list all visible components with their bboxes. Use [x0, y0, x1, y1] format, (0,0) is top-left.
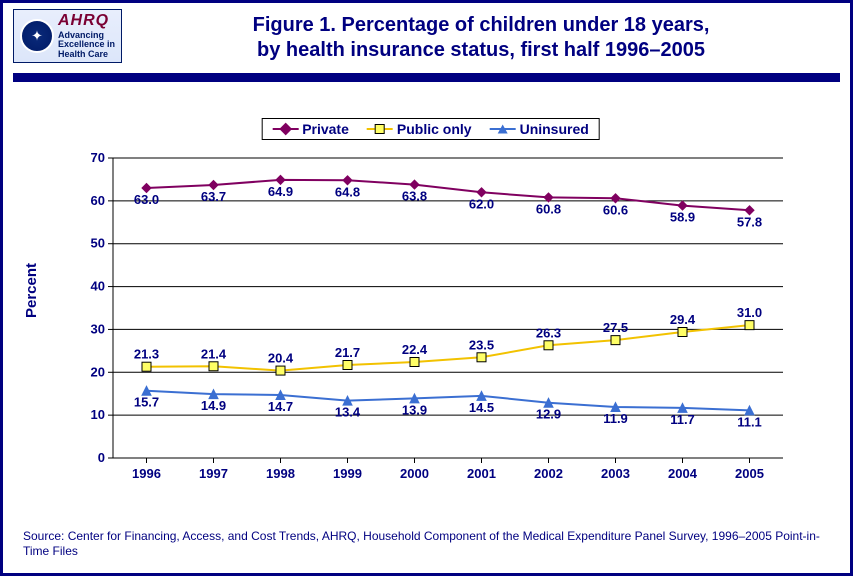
logo-text: AHRQ Advancing Excellence in Health Care — [58, 13, 115, 59]
svg-text:20: 20 — [91, 364, 105, 379]
svg-text:11.9: 11.9 — [603, 411, 628, 426]
svg-text:13.4: 13.4 — [335, 405, 361, 420]
legend-item-public: Public only — [367, 121, 472, 137]
svg-text:63.8: 63.8 — [402, 189, 427, 204]
svg-text:1996: 1996 — [132, 466, 161, 481]
svg-text:15.7: 15.7 — [134, 395, 159, 410]
svg-text:2003: 2003 — [601, 466, 630, 481]
svg-text:14.9: 14.9 — [201, 398, 226, 413]
y-axis-label: Percent — [23, 263, 40, 318]
svg-text:20.4: 20.4 — [268, 351, 294, 366]
svg-text:60.6: 60.6 — [603, 202, 628, 217]
diamond-icon — [272, 128, 298, 130]
svg-text:64.9: 64.9 — [268, 184, 293, 199]
hhs-seal-icon — [20, 19, 54, 53]
svg-text:63.7: 63.7 — [201, 189, 226, 204]
logo-tagline: Advancing Excellence in Health Care — [58, 31, 115, 59]
triangle-icon — [490, 128, 516, 130]
svg-text:27.5: 27.5 — [603, 320, 628, 335]
source-note: Source: Center for Financing, Access, an… — [23, 529, 830, 559]
svg-text:2004: 2004 — [668, 466, 698, 481]
square-icon — [367, 128, 393, 130]
svg-text:14.7: 14.7 — [268, 399, 293, 414]
svg-text:63.0: 63.0 — [134, 192, 159, 207]
svg-text:40: 40 — [91, 279, 105, 294]
svg-text:64.8: 64.8 — [335, 184, 360, 199]
svg-text:50: 50 — [91, 236, 105, 251]
svg-text:11.7: 11.7 — [670, 412, 695, 427]
svg-text:14.5: 14.5 — [469, 400, 494, 415]
svg-text:2002: 2002 — [534, 466, 563, 481]
svg-text:21.4: 21.4 — [201, 346, 227, 361]
figure-frame: AHRQ Advancing Excellence in Health Care… — [0, 0, 853, 576]
agency-logo: AHRQ Advancing Excellence in Health Care — [13, 9, 122, 63]
svg-text:21.7: 21.7 — [335, 345, 360, 360]
svg-text:12.9: 12.9 — [536, 407, 561, 422]
svg-text:70: 70 — [91, 150, 105, 165]
svg-text:57.8: 57.8 — [737, 214, 762, 229]
svg-text:31.0: 31.0 — [737, 305, 762, 320]
svg-text:60.8: 60.8 — [536, 201, 561, 216]
svg-text:21.3: 21.3 — [134, 347, 159, 362]
svg-text:2001: 2001 — [467, 466, 496, 481]
header: AHRQ Advancing Excellence in Health Care… — [3, 3, 850, 67]
svg-text:62.0: 62.0 — [469, 196, 494, 211]
plot-area: 0 10 20 30 40 50 60 70 1996 1997 1998 1999 2000 2001 2… — [63, 148, 798, 498]
legend-label: Public only — [397, 121, 472, 137]
svg-text:1998: 1998 — [266, 466, 295, 481]
chart: Private Public only Uninsured Percent 01… — [63, 118, 798, 498]
legend: Private Public only Uninsured — [261, 118, 600, 140]
legend-item-private: Private — [272, 121, 349, 137]
svg-text:1999: 1999 — [333, 466, 362, 481]
header-divider — [13, 73, 840, 82]
svg-text:30: 30 — [91, 321, 105, 336]
svg-text:13.9: 13.9 — [402, 402, 427, 417]
svg-text:58.9: 58.9 — [670, 210, 695, 225]
legend-label: Uninsured — [520, 121, 589, 137]
svg-text:23.5: 23.5 — [469, 337, 494, 352]
svg-text:29.4: 29.4 — [670, 312, 696, 327]
svg-text:22.4: 22.4 — [402, 342, 428, 357]
svg-text:26.3: 26.3 — [536, 325, 561, 340]
legend-item-uninsured: Uninsured — [490, 121, 589, 137]
svg-text:1997: 1997 — [199, 466, 228, 481]
svg-text:0: 0 — [98, 450, 105, 465]
svg-text:2005: 2005 — [735, 466, 764, 481]
svg-text:2000: 2000 — [400, 466, 429, 481]
figure-title: Figure 1. Percentage of children under 1… — [122, 9, 840, 63]
logo-brand: AHRQ — [58, 13, 115, 29]
svg-text:10: 10 — [91, 407, 105, 422]
svg-text:11.1: 11.1 — [737, 414, 762, 429]
svg-text:60: 60 — [91, 193, 105, 208]
legend-label: Private — [302, 121, 349, 137]
